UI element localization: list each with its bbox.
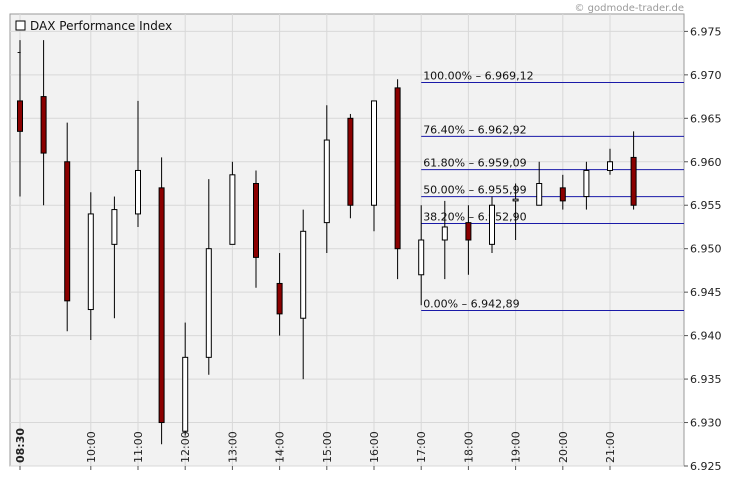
y-tick-label: 6.970 [690, 69, 722, 82]
candle-body [182, 356, 189, 432]
y-tick-label: 6.945 [690, 286, 722, 299]
y-tick-label: 6.935 [690, 373, 722, 386]
x-tick-label: 12:00 [179, 431, 192, 463]
x-tick-label: 13:00 [226, 431, 239, 463]
candle [17, 40, 23, 197]
candle-body [87, 213, 94, 311]
candle [64, 122, 71, 332]
candle-body [630, 156, 637, 206]
candle [394, 79, 401, 280]
candle [135, 100, 141, 227]
candle-body [489, 204, 495, 245]
legend-marker-box [15, 20, 26, 31]
candle-body [559, 187, 566, 202]
fib-level-label: 50.00% – 6.955,99 [423, 184, 526, 197]
plot-background [9, 13, 685, 467]
x-tick-label: 18:00 [462, 431, 475, 463]
candle [205, 179, 212, 375]
candle [111, 196, 118, 319]
candle [87, 192, 94, 340]
y-tick-label: 6.930 [690, 417, 722, 430]
candle-body [512, 198, 519, 202]
x-tick-label: 17:00 [415, 431, 428, 463]
candle-body [418, 239, 425, 276]
candle-body [536, 183, 543, 206]
candle-body [158, 187, 165, 424]
legend: DAX Performance Index - [15, 19, 172, 59]
candles [17, 40, 637, 445]
candle-body [371, 100, 377, 206]
candle [418, 205, 425, 306]
candle [465, 205, 472, 275]
fib-level-label: 100.00% – 6.969,12 [423, 69, 533, 82]
candle-body [17, 100, 23, 132]
candle [583, 161, 590, 210]
candle [40, 40, 47, 206]
x-tick-label: 21:00 [604, 431, 617, 463]
x-axis: 08:30 10:00 11:00 12:00 13:00 14:00 15:00 16:00… [14, 428, 617, 470]
y-tick-label: 6.975 [690, 25, 722, 38]
candle [347, 113, 354, 219]
candle-body [347, 117, 354, 206]
candle [300, 209, 307, 380]
x-tick-label: 10:00 [85, 431, 98, 463]
y-axis: 6.925 6.930 6.935 6.940 6.945 6.950 6.955 6.960… [684, 25, 722, 473]
chart-title: DAX Performance Index [30, 19, 172, 33]
candle [182, 322, 189, 436]
x-tick-label: 08:30 [14, 428, 27, 463]
candle [512, 183, 519, 240]
fib-level-label: 0.00% – 6.942,89 [423, 297, 519, 310]
candle [441, 200, 448, 280]
candle [371, 100, 377, 232]
y-tick-label: 6.960 [690, 156, 722, 169]
x-tick-label: 11:00 [132, 431, 145, 463]
candle-body [276, 282, 283, 315]
candle-body [253, 183, 259, 258]
candle [276, 253, 283, 336]
x-tick-label: 15:00 [321, 431, 334, 463]
candle-body [607, 161, 613, 171]
legend-marker: - [17, 45, 21, 59]
candle [630, 131, 637, 210]
fib-level-label: 61.80% – 6.959,09 [423, 157, 526, 170]
candle [559, 174, 566, 210]
y-tick-label: 6.955 [690, 199, 722, 212]
candle [253, 170, 259, 288]
y-tick-label: 6.925 [690, 460, 722, 473]
candle [489, 196, 495, 254]
candle-body [229, 174, 236, 245]
candle-body [111, 209, 118, 245]
candle-body [64, 161, 71, 302]
fibonacci-levels: 100.00% – 6.969,12 76.40% – 6.962,92 61.80… [421, 69, 684, 311]
y-tick-label: 6.965 [690, 112, 722, 125]
x-tick-label: 19:00 [510, 431, 523, 463]
fib-level-label: 76.40% – 6.962,92 [423, 123, 526, 136]
x-tick-label: 20:00 [557, 431, 570, 463]
y-tick-label: 6.950 [690, 243, 722, 256]
candle-body [441, 226, 448, 241]
candle-body [135, 169, 141, 215]
x-tick-label: 16:00 [368, 431, 381, 463]
candle-body [323, 139, 330, 224]
candle-body [205, 248, 212, 358]
candle [607, 148, 613, 175]
candle-body [465, 222, 472, 241]
candle [229, 161, 236, 245]
candle-body [40, 96, 47, 154]
candle-body [583, 169, 590, 198]
y-tick-label: 6.940 [690, 330, 722, 343]
candle [323, 105, 330, 254]
candle-body [300, 230, 307, 319]
x-tick-label: 14:00 [274, 431, 287, 463]
watermark: © godmode-trader.de [575, 3, 685, 14]
candle [536, 161, 543, 206]
fib-level-label: 38.20% – 6.952,90 [423, 210, 526, 223]
candle [158, 157, 165, 445]
candle-body [394, 87, 401, 250]
